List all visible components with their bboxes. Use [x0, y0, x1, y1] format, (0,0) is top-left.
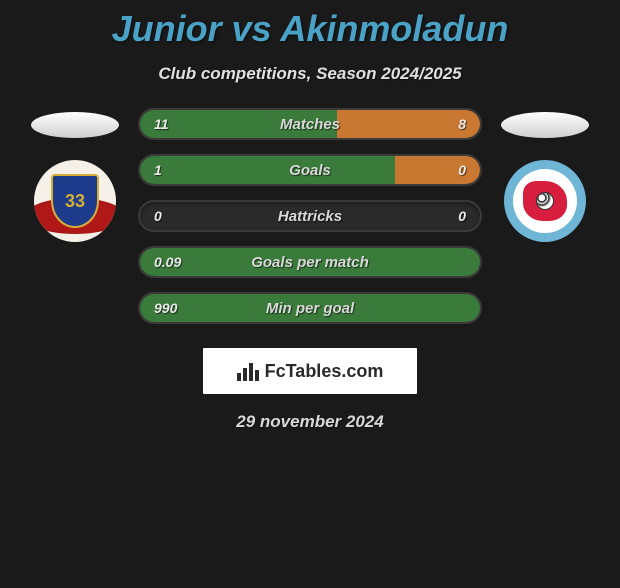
brand-text: FcTables.com — [265, 361, 384, 382]
stat-fill-left — [140, 156, 395, 184]
right-club-logo — [504, 160, 586, 242]
stat-row-min-per-goal: 990 Min per goal — [138, 292, 482, 324]
stat-row-hattricks: 0 Hattricks 0 — [138, 200, 482, 232]
page-title: Junior vs Akinmoladun — [0, 8, 620, 50]
stat-row-goals: 1 Goals 0 — [138, 154, 482, 186]
stat-value-left: 11 — [154, 116, 169, 132]
stat-label: Matches — [280, 116, 340, 133]
left-club-column: 33 — [30, 108, 120, 242]
fctables-brand: FcTables.com — [203, 348, 417, 394]
page-subtitle: Club competitions, Season 2024/2025 — [0, 64, 620, 84]
stat-value-left: 0 — [154, 208, 162, 224]
left-club-logo: 33 — [34, 160, 116, 242]
stat-label: Min per goal — [266, 300, 354, 317]
stat-row-goals-per-match: 0.09 Goals per match — [138, 246, 482, 278]
stat-value-right: 0 — [458, 208, 466, 224]
player-photo-placeholder-left — [31, 112, 119, 138]
stats-column: 11 Matches 8 1 Goals 0 0 Hattricks 0 0.0… — [138, 108, 482, 324]
right-club-column — [500, 108, 590, 242]
shield-icon: 33 — [51, 174, 99, 228]
map-icon — [523, 181, 567, 221]
stat-value-left: 0.09 — [154, 254, 181, 270]
stat-label: Goals — [289, 162, 331, 179]
stat-fill-right — [395, 156, 480, 184]
stat-value-left: 990 — [154, 300, 177, 316]
stat-label: Goals per match — [251, 254, 369, 271]
footer-date: 29 november 2024 — [0, 412, 620, 432]
stat-value-left: 1 — [154, 162, 162, 178]
bar-chart-icon — [237, 361, 259, 381]
player-photo-placeholder-right — [501, 112, 589, 138]
logo-inner-circle — [513, 169, 577, 233]
football-icon — [536, 192, 554, 210]
stat-row-matches: 11 Matches 8 — [138, 108, 482, 140]
stat-value-right: 8 — [458, 116, 466, 132]
comparison-panel: 33 11 Matches 8 1 Goals 0 0 Hattricks 0 — [0, 108, 620, 324]
stat-value-right: 0 — [458, 162, 466, 178]
stat-label: Hattricks — [278, 208, 342, 225]
club-badge-number: 33 — [65, 191, 85, 212]
